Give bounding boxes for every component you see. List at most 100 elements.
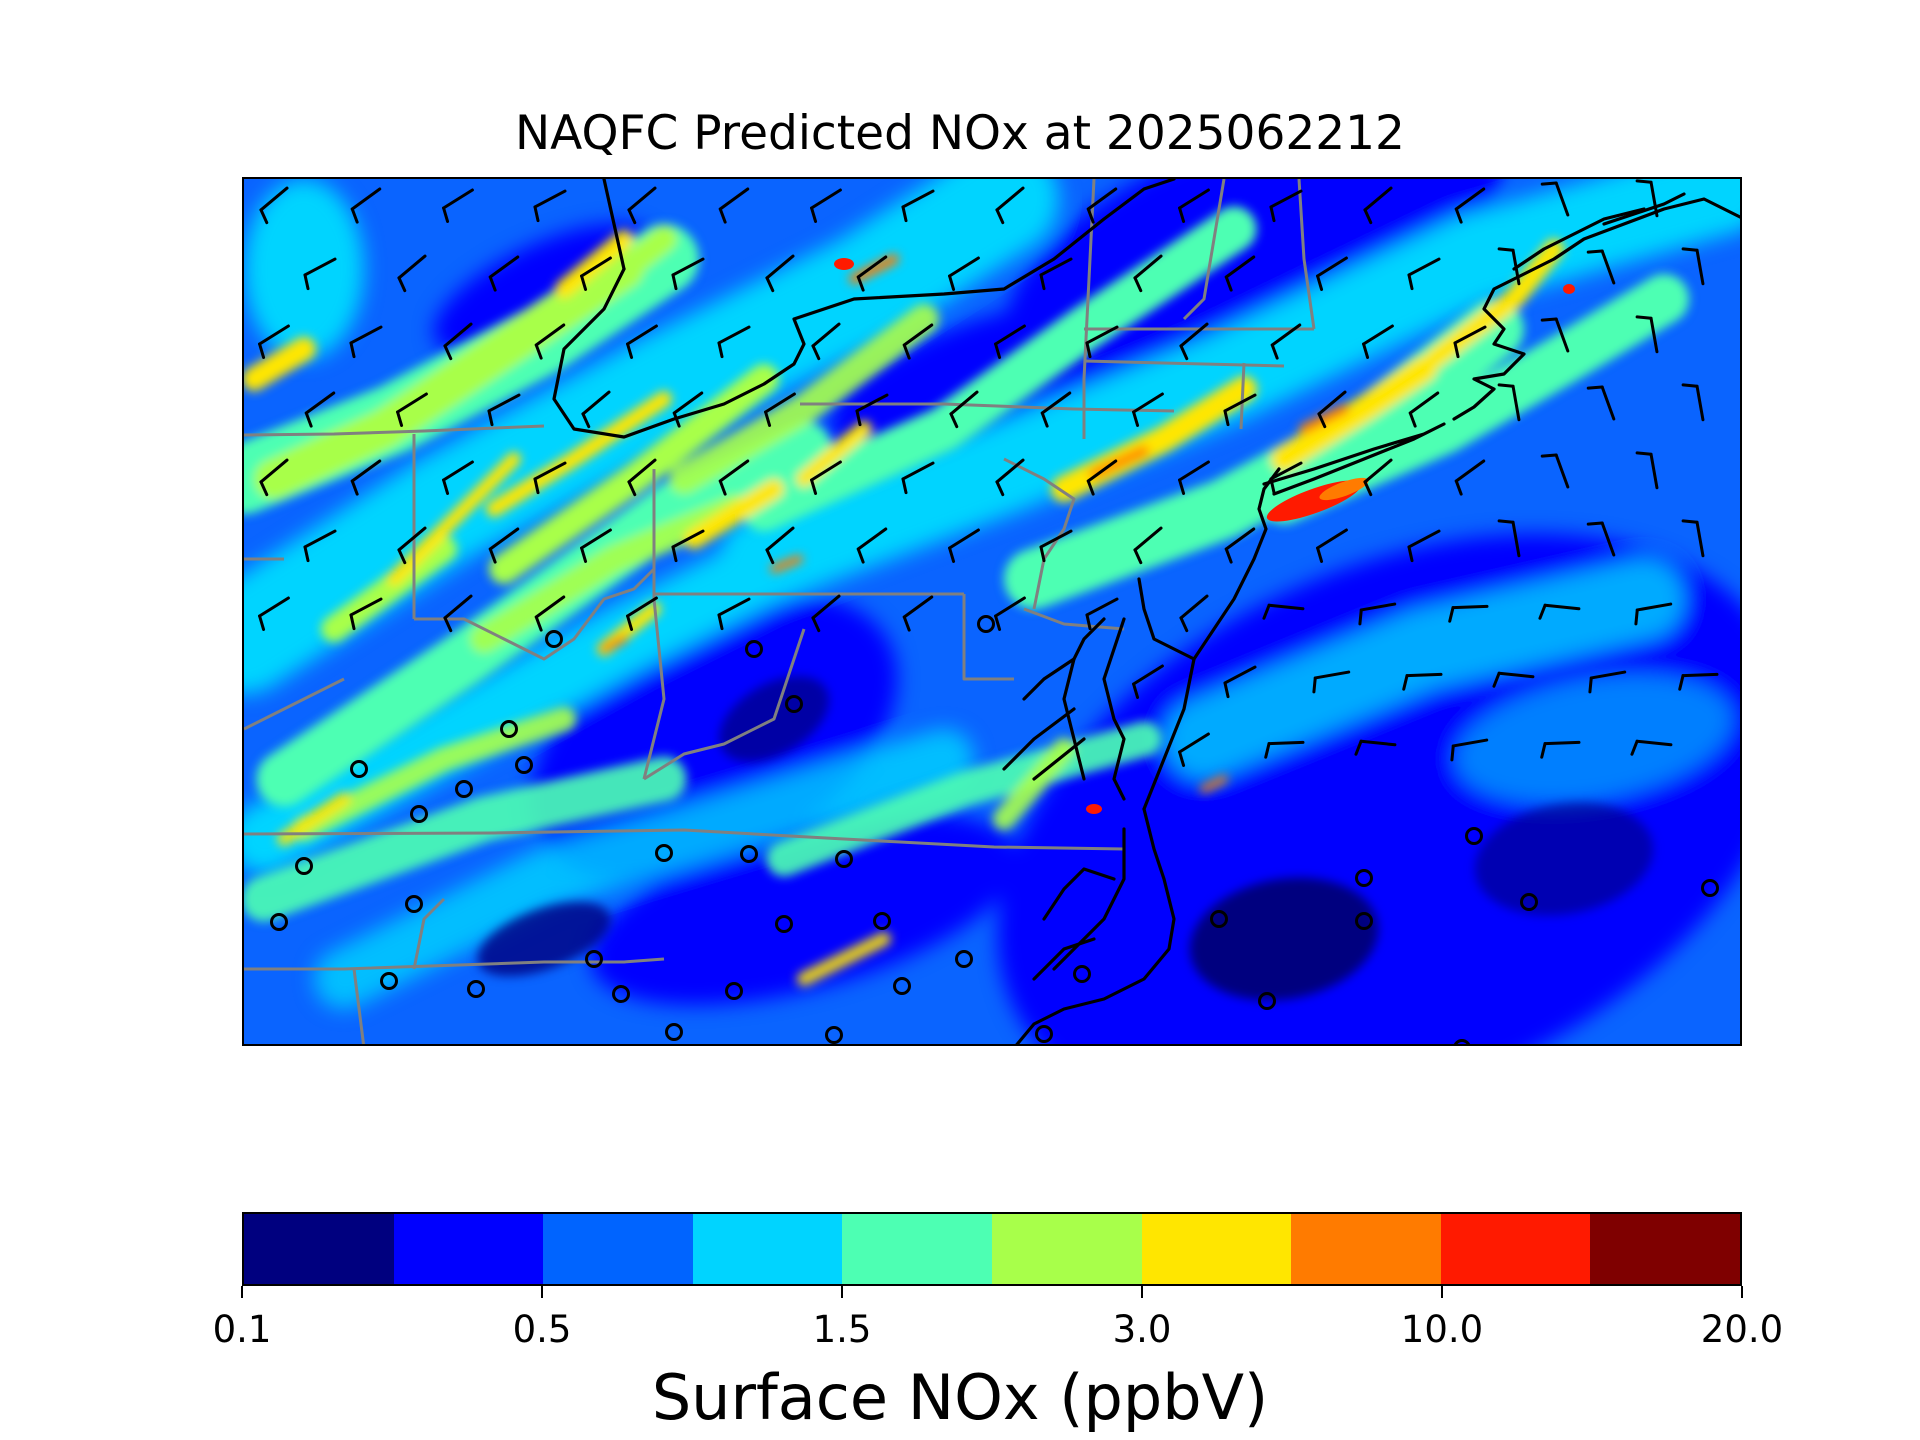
- wind-barb-icon: [1630, 739, 1673, 756]
- wind-barb-icon: [1040, 391, 1072, 428]
- wind-barb-icon: [1086, 187, 1118, 224]
- wind-barb-icon: [1133, 526, 1163, 565]
- colorbar-swatch: [1440, 1214, 1591, 1284]
- coastlines: [552, 179, 1740, 1044]
- wind-barb-icon: [488, 527, 520, 564]
- calm-wind-circle-icon: [295, 857, 313, 875]
- wind-barb-icon: [1086, 459, 1118, 496]
- calm-wind-circle-icon: [835, 850, 853, 868]
- colorbar-swatch: [842, 1214, 992, 1284]
- calm-wind-circle-icon: [500, 720, 518, 738]
- wind-barb-icon: [1497, 247, 1521, 286]
- calm-wind-circle-icon: [1701, 879, 1719, 897]
- wind-barb-icon: [627, 458, 657, 497]
- calm-wind-circle-icon: [380, 972, 398, 990]
- wind-barb-icon: [1492, 671, 1535, 688]
- colorbar-swatch: [1291, 1214, 1441, 1284]
- wind-barb-icon: [1538, 603, 1581, 620]
- wind-barb-icon: [855, 393, 889, 427]
- wind-barb-icon: [1178, 732, 1210, 767]
- wind-barb-icon: [810, 460, 842, 495]
- wind-barb-icon: [1402, 672, 1443, 691]
- wind-barb-icon: [994, 324, 1026, 359]
- wind-barb-icon: [1085, 597, 1119, 631]
- wind-barb-icon: [671, 529, 705, 563]
- calm-wind-markers: [270, 615, 1719, 1044]
- map-title: NAQFC Predicted NOx at 2025062212: [515, 106, 1405, 161]
- wind-barb-icon: [397, 526, 427, 565]
- wind-barb-icon: [1224, 255, 1256, 292]
- wind-barb-icon: [1681, 247, 1705, 286]
- wind-barb-icon: [1448, 604, 1489, 623]
- calm-wind-circle-icon: [1210, 910, 1228, 928]
- wind-barb-icon: [1269, 189, 1303, 223]
- wind-barbs: [258, 179, 1719, 767]
- state-boundaries: [244, 179, 1316, 1044]
- wind-barb-icon: [534, 323, 566, 360]
- calm-wind-circle-icon: [1453, 1039, 1471, 1044]
- calm-wind-circle-icon: [775, 915, 793, 933]
- wind-barb-icon: [1540, 740, 1581, 759]
- calm-wind-circle-icon: [455, 780, 473, 798]
- wind-barb-icon: [303, 257, 337, 291]
- wind-barb-icon: [349, 597, 383, 631]
- wind-barb-icon: [1132, 664, 1164, 699]
- calm-wind-circle-icon: [785, 695, 803, 713]
- wind-barb-icon: [1408, 391, 1440, 428]
- wind-barb-icon: [1454, 459, 1486, 496]
- wind-barb-icon: [1362, 324, 1394, 359]
- wind-barb-icon: [397, 254, 427, 293]
- colorbar-tick-label: 3.0: [1112, 1308, 1172, 1351]
- wind-barb-icon: [811, 322, 841, 361]
- wind-barb-icon: [1588, 670, 1627, 694]
- wind-barb-icon: [487, 393, 521, 427]
- calm-wind-circle-icon: [350, 760, 368, 778]
- wind-barb-icon: [442, 188, 474, 223]
- colorbar-tick-label: 0.5: [512, 1308, 572, 1351]
- wind-barb-icon: [303, 529, 337, 563]
- calm-wind-circle-icon: [1258, 992, 1276, 1010]
- wind-barb-icon: [994, 596, 1026, 631]
- wind-barb-icon: [443, 322, 473, 361]
- calm-wind-circle-icon: [270, 913, 288, 931]
- wind-barb-icon: [1224, 527, 1256, 564]
- wind-barb-icon: [259, 458, 289, 497]
- wind-barb-icon: [1363, 458, 1393, 497]
- wind-barb-icon: [1178, 460, 1210, 495]
- wind-barb-icon: [948, 256, 980, 291]
- wind-barb-icon: [1678, 672, 1719, 691]
- concentration-field: [244, 179, 1740, 1044]
- wind-barb-icon: [995, 186, 1025, 225]
- colorbar-swatch: [991, 1214, 1142, 1284]
- wind-barb-icon: [1453, 325, 1487, 359]
- wind-barb-icon: [1316, 256, 1348, 291]
- calm-wind-circle-icon: [1465, 827, 1483, 845]
- wind-barb-icon: [1354, 739, 1397, 756]
- wind-barb-icon: [902, 595, 934, 632]
- calm-wind-circle-icon: [745, 640, 763, 658]
- wind-barb-icon: [349, 325, 383, 359]
- wind-barb-icon: [1039, 529, 1073, 563]
- colorbar-tick-mark: [1441, 1286, 1443, 1298]
- wind-barb-icon: [443, 594, 473, 633]
- wind-barb-icon: [1223, 665, 1257, 699]
- wind-barb-icon: [1586, 385, 1616, 421]
- map-panel: [242, 177, 1742, 1046]
- wind-barb-icon: [1178, 188, 1210, 223]
- wind-barb-icon: [717, 597, 751, 631]
- colorbar: [242, 1212, 1742, 1286]
- wind-barb-icon: [671, 257, 705, 291]
- wind-barb-icon: [1317, 390, 1347, 429]
- wind-barb-icon: [1635, 315, 1659, 354]
- wind-barb-icon: [350, 459, 382, 496]
- colorbar-swatch: [1141, 1214, 1292, 1284]
- wind-barb-icon: [1540, 181, 1570, 217]
- wind-barb-icon: [1454, 187, 1486, 224]
- wind-barb-icon: [1270, 323, 1302, 360]
- wind-barb-icon: [856, 527, 888, 564]
- wind-barb-icon: [1635, 179, 1659, 218]
- wind-barb-icon: [810, 188, 842, 223]
- calm-wind-circle-icon: [467, 980, 485, 998]
- wind-barb-icon: [396, 392, 428, 427]
- calm-wind-circle-icon: [665, 1023, 683, 1041]
